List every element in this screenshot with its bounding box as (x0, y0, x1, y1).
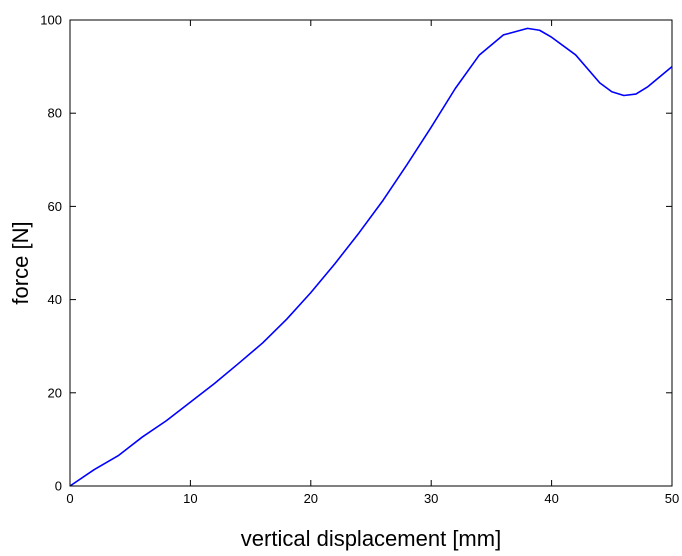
y-tick-label: 40 (48, 292, 62, 307)
y-tick-label: 20 (48, 385, 62, 400)
y-tick-label: 100 (40, 13, 62, 28)
tick-labels-layer: 0 10 20 30 40 50 0 20 40 60 80 100 (40, 13, 679, 507)
series-line-0 (69, 27, 673, 487)
x-tick-label: 50 (665, 491, 679, 506)
y-tick-label: 60 (48, 199, 62, 214)
y-tick-label: 0 (55, 479, 62, 494)
x-tick-label: 20 (304, 491, 318, 506)
plot-area (69, 19, 673, 487)
x-tick-label: 30 (424, 491, 438, 506)
series-layer (69, 27, 673, 487)
plot-frame (69, 19, 673, 487)
y-axis-title: force [N] (8, 221, 33, 304)
ticks-layer (69, 19, 673, 487)
x-axis-title: vertical displacement [mm] (241, 526, 501, 551)
x-tick-label: 10 (183, 491, 197, 506)
y-tick-label: 80 (48, 106, 62, 121)
x-tick-label: 0 (66, 491, 73, 506)
x-tick-label: 40 (544, 491, 558, 506)
